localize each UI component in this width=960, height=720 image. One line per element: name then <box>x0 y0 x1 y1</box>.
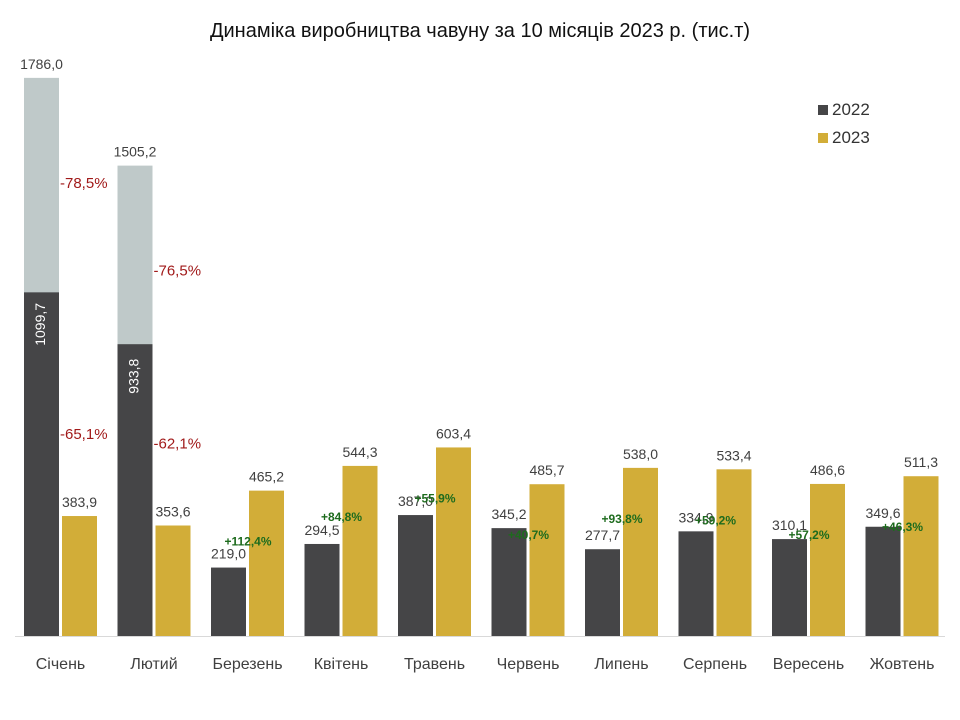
category-label: Серпень <box>683 656 747 673</box>
change-label: +59,2% <box>695 513 736 527</box>
bar-2023 <box>716 469 752 636</box>
category-label: Травень <box>404 656 465 673</box>
bar-2023-value-label: 486,6 <box>810 462 845 478</box>
change-label: -62,1% <box>154 436 202 453</box>
history-change-label: -78,5% <box>60 175 108 192</box>
bar-2022-value-label: 277,7 <box>585 527 620 543</box>
category-label: Квітень <box>314 656 369 673</box>
bar-2023-value-label: 353,6 <box>155 504 190 520</box>
bar-2023 <box>529 484 565 636</box>
category-label: Лютий <box>130 656 177 673</box>
legend-swatch-2022 <box>818 105 828 115</box>
bar-2022 <box>304 543 340 636</box>
bar-2022-value-label: 387,0 <box>398 493 433 509</box>
legend-item-2023: 2023 <box>818 124 870 152</box>
bar-2022-value-label: 345,2 <box>491 506 526 522</box>
bar-2023-value-label: 511,3 <box>904 454 938 470</box>
bar-2023-value-label: 538,0 <box>623 446 658 462</box>
legend: 2022 2023 <box>818 96 870 152</box>
bar-2022-value-label: 219,0 <box>211 546 246 562</box>
bar-2022-value-label: 310,1 <box>772 517 807 533</box>
bar-2022 <box>24 292 59 636</box>
legend-item-2022: 2022 <box>818 96 870 124</box>
chart-title: Динаміка виробництва чавуну за 10 місяці… <box>209 20 751 42</box>
change-label: +46,3% <box>882 520 923 534</box>
bar-2023 <box>810 483 845 636</box>
bar-2022-value-label: 1099,7 <box>32 303 48 346</box>
bar-2023-value-label: 465,2 <box>249 469 284 485</box>
bar-2022-value-label: 294,5 <box>304 522 339 538</box>
history-value-label: 1505,2 <box>114 144 157 160</box>
bar-2022 <box>491 528 527 636</box>
category-label: Червень <box>497 656 560 673</box>
change-label: +57,2% <box>788 528 829 542</box>
category-label: Жовтень <box>870 656 935 673</box>
bar-2023-value-label: 544,3 <box>342 444 377 460</box>
category-label: Березень <box>212 656 282 673</box>
bar-2022 <box>117 344 153 636</box>
change-label: +55,9% <box>414 491 455 505</box>
bar-2022 <box>865 526 901 636</box>
change-label: -65,1% <box>60 426 108 443</box>
bar-2023-value-label: 603,4 <box>436 425 471 441</box>
bar-2023 <box>436 447 471 636</box>
bar-2023-value-label: 533,4 <box>716 447 751 463</box>
change-label: +112,4% <box>224 535 271 549</box>
bar-2023 <box>249 490 284 636</box>
history-change-label: -76,5% <box>154 263 202 280</box>
bar-2023 <box>62 516 97 636</box>
bar-2023 <box>342 465 378 636</box>
legend-swatch-2023 <box>818 133 828 143</box>
bar-2022-value-label: 933,8 <box>126 358 142 393</box>
change-label: +40,7% <box>508 528 549 542</box>
bar-2023-value-label: 485,7 <box>529 462 564 478</box>
bar-2023 <box>155 525 191 636</box>
category-label: Липень <box>594 656 648 673</box>
change-label: +84,8% <box>321 510 362 524</box>
category-label: Січень <box>36 656 86 673</box>
change-label: +93,8% <box>601 512 642 526</box>
bar-2022 <box>772 539 807 636</box>
history-value-label: 1786,0 <box>20 56 63 72</box>
bar-2023-value-label: 383,9 <box>62 494 97 510</box>
bar-2023 <box>903 476 939 636</box>
bar-2022 <box>211 567 246 636</box>
bar-2022-value-label: 334,9 <box>678 509 713 525</box>
category-label: Вересень <box>773 656 844 673</box>
bar-2022 <box>585 549 620 636</box>
bar-2023 <box>623 467 658 636</box>
legend-label-2022: 2022 <box>832 100 870 119</box>
bar-2022-value-label: 349,6 <box>865 505 900 521</box>
bar-2022 <box>398 515 433 636</box>
bar-2022 <box>678 531 714 636</box>
legend-label-2023: 2023 <box>832 128 870 147</box>
